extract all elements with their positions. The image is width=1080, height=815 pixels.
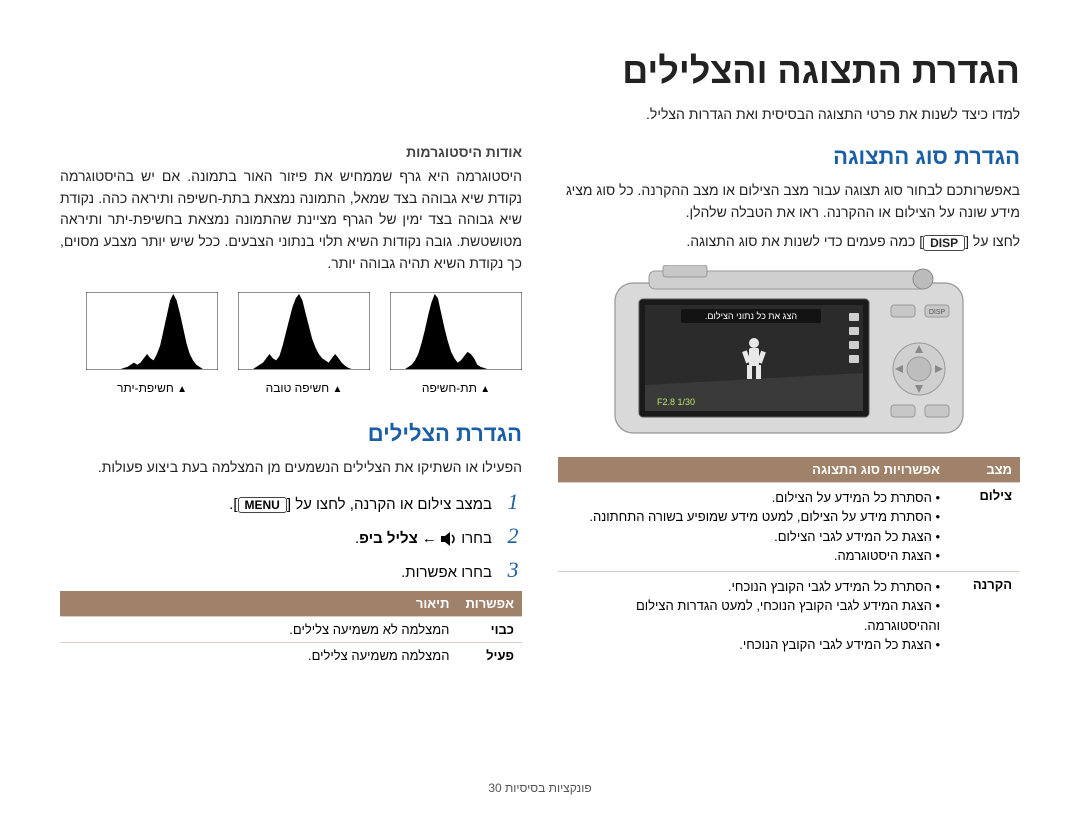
page-subtitle: למדו כיצד לשנות את פרטי התצוגה הבסיסית ו… [60,106,1020,122]
opt-cell: פעיל [457,643,522,669]
histogram-row: ▲ תת-חשיפה ▲ חשיפה טובה ▲ חשיפת-יתר [60,292,522,395]
histogram-under [390,292,522,370]
disp-key: DISP [923,235,965,251]
histogram-good [238,292,370,370]
histogram-para: היסטוגרמה היא גרף שממחיש את פיזור האור ב… [60,166,522,274]
list-item: הסתרת מידע על הצילום, למעט מידע שמופיע ב… [566,507,940,527]
step-number: 2 [504,523,522,549]
opts-cell: הסתרת כל המידע על הצילום.הסתרת מידע על ה… [558,482,948,571]
display-para1: באפשרותכם לבחור סוג תצוגה עבור מצב הצילו… [558,180,1020,223]
histogram-over [86,292,218,370]
step-text: במצב צילום או הקרנה, לחצו על [MENU]. [229,496,492,513]
th-opts: אפשרויות סוג התצוגה [558,457,948,483]
list-item: הצגת היסטוגרמה. [566,546,940,566]
step-number: 3 [504,557,522,583]
page-footer: פונקציות בסיסיות 30 [0,781,1080,795]
table-row: צילוםהסתרת כל המידע על הצילום.הסתרת מידע… [558,482,1020,571]
th-mode: מצב [948,457,1020,483]
th-desc: תיאור [60,591,457,617]
col-right: הגדרת סוג התצוגה באפשרותכם לבחור סוג תצו… [558,144,1020,668]
list-item: הסתרת כל המידע לגבי הקובץ הנוכחי. [566,577,940,597]
cap-over: ▲ חשיפת-יתר [86,381,218,395]
sound-steps: 1 במצב צילום או הקרנה, לחצו על [MENU]. 2 בח… [60,489,522,583]
sound-para: הפעילו או השתיקו את הצלילים הנשמעים מן ה… [60,457,522,479]
display-options-table: מצב אפשרויות סוג התצוגה צילוםהסתרת כל המ… [558,457,1020,660]
menu-key: MENU [238,497,287,513]
histogram-heading: אודות היסטוגרמות [60,144,522,160]
cap-good: ▲ חשיפה טובה [238,381,370,395]
th-opt: אפשרות [457,591,522,617]
disp-before: לחצו על [973,233,1020,249]
opts-cell: הסתרת כל המידע לגבי הקובץ הנוכחי.הצגת המ… [558,571,948,660]
display-heading: הגדרת סוג התצוגה [558,144,1020,170]
list-item: הצגת כל המידע לגבי הקובץ הנוכחי. [566,635,940,655]
table-row: הקרנההסתרת כל המידע לגבי הקובץ הנוכחי.הצ… [558,571,1020,660]
table-row: כבויהמצלמה לא משמיעה צלילים. [60,617,522,643]
step-text: בחרו אפשרות. [401,564,492,581]
mode-cell: הקרנה [948,571,1020,660]
cap-under: ▲ תת-חשיפה [390,381,522,395]
page-title: הגדרת התצוגה והצלילים [60,50,1020,92]
disp-after: כמה פעמים כדי לשנות את סוג התצוגה. [686,233,915,249]
list-item: הסתרת כל המידע על הצילום. [566,488,940,508]
desc-cell: המצלמה משמיעה צלילים. [60,643,457,669]
step: 3 בחרו אפשרות. [60,557,522,583]
svg-text:הצג את כל נתוני הצילום.: הצג את כל נתוני הצילום. [705,311,797,321]
speaker-icon [441,532,457,546]
svg-text:F2.8 1/30: F2.8 1/30 [657,397,695,407]
svg-text:DISP: DISP [929,309,946,316]
step: 1 במצב צילום או הקרנה, לחצו על [MENU]. [60,489,522,515]
sound-options-table: אפשרות תיאור כבויהמצלמה לא משמיעה צלילים… [60,591,522,668]
sound-heading: הגדרת הצלילים [60,421,522,447]
step-text: בחרו ← צליל ביפ. [355,530,492,547]
disp-instruction: לחצו על [DISP] כמה פעמים כדי לשנות את סו… [558,233,1020,250]
camera-illustration: הצג את כל נתוני הצילום. F2.8 1/30 [609,265,969,441]
list-item: הצגת כל המידע לגבי הצילום. [566,527,940,547]
step-number: 1 [504,489,522,515]
list-item: הצגת המידע לגבי הקובץ הנוכחי, למעט הגדרו… [566,596,940,635]
table-row: פעילהמצלמה משמיעה צלילים. [60,643,522,669]
col-left: אודות היסטוגרמות היסטוגרמה היא גרף שממחי… [60,144,522,668]
mode-cell: צילום [948,482,1020,571]
step: 2 בחרו ← צליל ביפ. [60,523,522,549]
opt-cell: כבוי [457,617,522,643]
desc-cell: המצלמה לא משמיעה צלילים. [60,617,457,643]
